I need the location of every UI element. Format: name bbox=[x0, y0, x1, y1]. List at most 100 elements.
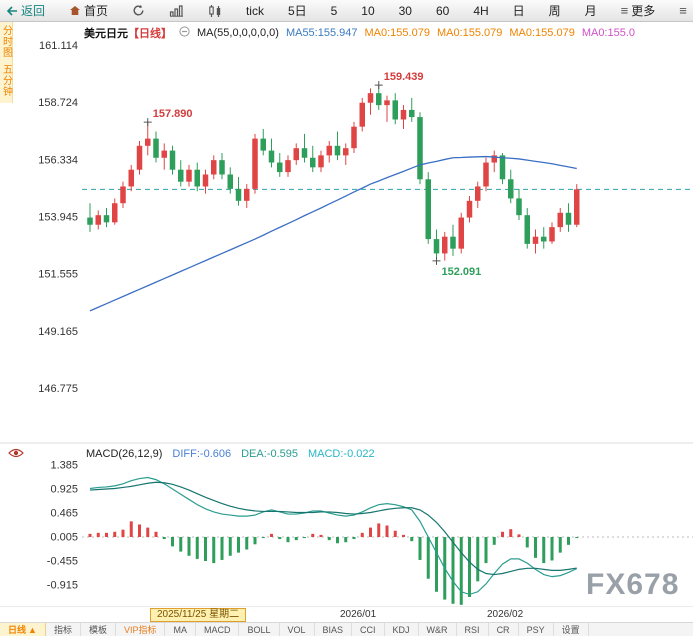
more-button[interactable]: ≡ 更多 bbox=[621, 0, 656, 21]
macd-diff-line bbox=[89, 476, 578, 596]
tab-macd[interactable]: MACD bbox=[196, 623, 240, 636]
macd-histogram bbox=[88, 521, 579, 605]
home-icon bbox=[69, 5, 81, 16]
tab-vip-indicators[interactable]: VIP指标 bbox=[116, 623, 166, 636]
tab-wr[interactable]: W&R bbox=[419, 623, 457, 636]
ma0-value-4: MA0:155.0 bbox=[581, 27, 636, 39]
macd-dea-value: DEA:-0.595 bbox=[241, 448, 298, 460]
macd-diff-value: DIFF:-0.606 bbox=[172, 448, 232, 460]
ma0-value-2: MA0:155.079 bbox=[436, 27, 503, 39]
tab-rsi[interactable]: RSI bbox=[457, 623, 489, 636]
tab-cci[interactable]: CCI bbox=[352, 623, 385, 636]
svg-text:1.385: 1.385 bbox=[50, 460, 78, 472]
period-label: 日 bbox=[512, 4, 525, 18]
svg-text:157.890: 157.890 bbox=[153, 108, 193, 120]
xaxis-tick-feb: 2026/02 bbox=[487, 609, 524, 620]
tab-boll[interactable]: BOLL bbox=[239, 623, 280, 636]
ma-settings-label: MA(55,0,0,0,0,0) bbox=[197, 27, 279, 39]
bottom-bar: 日线 ▲ 指标 模板 VIP指标 MA MACD BOLL VOL BIAS C… bbox=[0, 622, 693, 636]
period-60m-button[interactable]: 60 bbox=[436, 0, 449, 21]
indicator-visibility-button[interactable] bbox=[8, 446, 24, 464]
ma0-value-1: MA0:155.079 bbox=[364, 27, 430, 39]
xaxis-tick-jan: 2026/01 bbox=[340, 609, 377, 620]
tab-cr[interactable]: CR bbox=[489, 623, 519, 636]
ma55-value: MA55:155.947 bbox=[285, 27, 358, 39]
refresh-icon bbox=[132, 4, 145, 17]
tab-vol[interactable]: VOL bbox=[280, 623, 315, 636]
period-week-button[interactable]: 周 bbox=[549, 0, 561, 21]
svg-text:156.334: 156.334 bbox=[38, 154, 78, 166]
period-day-button[interactable]: 日 bbox=[513, 0, 525, 21]
macd-dea-line bbox=[89, 481, 577, 576]
svg-text:149.165: 149.165 bbox=[38, 326, 78, 338]
sidebar-tab-timeshare[interactable]: 分时图 bbox=[0, 25, 12, 58]
tab-ma[interactable]: MA bbox=[165, 623, 196, 636]
menu-button[interactable]: ≡ bbox=[679, 0, 687, 21]
price-annotations: 157.890 159.439 152.091 bbox=[143, 71, 482, 278]
tab-psy[interactable]: PSY bbox=[519, 623, 554, 636]
macd-header: MACD(26,12,9) DIFF:-0.606 DEA:-0.595 MAC… bbox=[86, 448, 375, 460]
svg-text:0.925: 0.925 bbox=[50, 484, 78, 496]
symbol-name: 美元日元 bbox=[84, 28, 128, 40]
period-label: 周 bbox=[548, 4, 561, 18]
period-label: 10 bbox=[361, 3, 375, 18]
period-label: 30 bbox=[398, 3, 412, 18]
eye-icon bbox=[8, 446, 24, 463]
bar-chart-button[interactable] bbox=[169, 0, 184, 21]
period-5m-button[interactable]: 5 bbox=[331, 0, 338, 21]
left-tab-strip: 分时图 五分钟 bbox=[0, 22, 13, 103]
macd-params-label: MACD(26,12,9) bbox=[86, 448, 163, 460]
kline-header: 美元日元【日线】 MA(55,0,0,0,0,0) MA55:155.947 M… bbox=[84, 25, 635, 41]
candle-chart-icon bbox=[208, 4, 222, 17]
interval-tag: 【日线】 bbox=[128, 28, 172, 40]
list-icon: ≡ bbox=[620, 3, 629, 18]
ma55-line bbox=[89, 155, 577, 312]
refresh-button[interactable] bbox=[132, 0, 145, 21]
svg-text:-0.455: -0.455 bbox=[47, 556, 78, 568]
macd-macd-value: MACD:-0.022 bbox=[307, 448, 375, 460]
period-30m-button[interactable]: 30 bbox=[399, 0, 412, 21]
chevron-up-icon: ▲ bbox=[28, 624, 37, 635]
svg-text:159.439: 159.439 bbox=[384, 71, 424, 83]
kline-chart[interactable]: 161.114 158.724 156.334 153.945 151.555 149.1… bbox=[0, 22, 693, 606]
bar-chart-icon bbox=[169, 4, 184, 17]
macd-axis-labels: 1.385 0.925 0.465 0.005 -0.455 -0.915 bbox=[47, 460, 78, 592]
price-axis-labels: 161.114 158.724 156.334 153.945 151.555 149.1… bbox=[38, 40, 78, 395]
period-selector-button[interactable]: 日线 ▲ bbox=[0, 623, 46, 636]
period-4h-button[interactable]: 4H bbox=[473, 0, 488, 21]
svg-text:161.114: 161.114 bbox=[39, 40, 78, 52]
period-label: 月 bbox=[584, 4, 597, 18]
period-month-button[interactable]: 月 bbox=[585, 0, 597, 21]
ma0-value-3: MA0:155.079 bbox=[509, 27, 575, 39]
home-label: 首页 bbox=[84, 4, 109, 18]
period-label: 60 bbox=[435, 3, 450, 18]
back-label: 返回 bbox=[21, 4, 46, 18]
back-arrow-icon bbox=[6, 5, 18, 16]
collapse-icon[interactable] bbox=[179, 26, 190, 40]
tab-templates[interactable]: 模板 bbox=[81, 623, 116, 636]
selected-date-badge: 2025/11/25 星期二 bbox=[150, 608, 247, 622]
period-10m-button[interactable]: 10 bbox=[361, 0, 374, 21]
svg-text:153.945: 153.945 bbox=[38, 211, 78, 223]
candles-layer bbox=[87, 85, 580, 261]
tab-kdj[interactable]: KDJ bbox=[385, 623, 419, 636]
period-label: 4H bbox=[473, 3, 489, 18]
period-tick-button[interactable]: tick bbox=[246, 0, 264, 21]
tab-settings[interactable]: 设置 bbox=[554, 623, 589, 636]
svg-text:158.724: 158.724 bbox=[38, 97, 78, 109]
candle-chart-button[interactable] bbox=[208, 0, 222, 21]
sidebar-tab-5min[interactable]: 五分钟 bbox=[0, 64, 12, 97]
hamburger-icon: ≡ bbox=[679, 3, 687, 18]
period-selector-label: 日线 bbox=[8, 625, 27, 635]
back-button[interactable]: 返回 bbox=[6, 0, 45, 21]
svg-text:-0.915: -0.915 bbox=[47, 580, 78, 592]
svg-text:152.091: 152.091 bbox=[442, 266, 482, 278]
svg-text:0.005: 0.005 bbox=[50, 532, 78, 544]
period-label: tick bbox=[245, 3, 264, 18]
svg-text:0.465: 0.465 bbox=[50, 508, 78, 520]
home-button[interactable]: 首页 bbox=[69, 0, 108, 21]
period-5d-button[interactable]: 5日 bbox=[288, 0, 307, 21]
tab-indicators[interactable]: 指标 bbox=[46, 623, 81, 636]
tab-bias[interactable]: BIAS bbox=[315, 623, 353, 636]
chart-region: 161.114 158.724 156.334 153.945 151.555 149.1… bbox=[0, 22, 693, 606]
